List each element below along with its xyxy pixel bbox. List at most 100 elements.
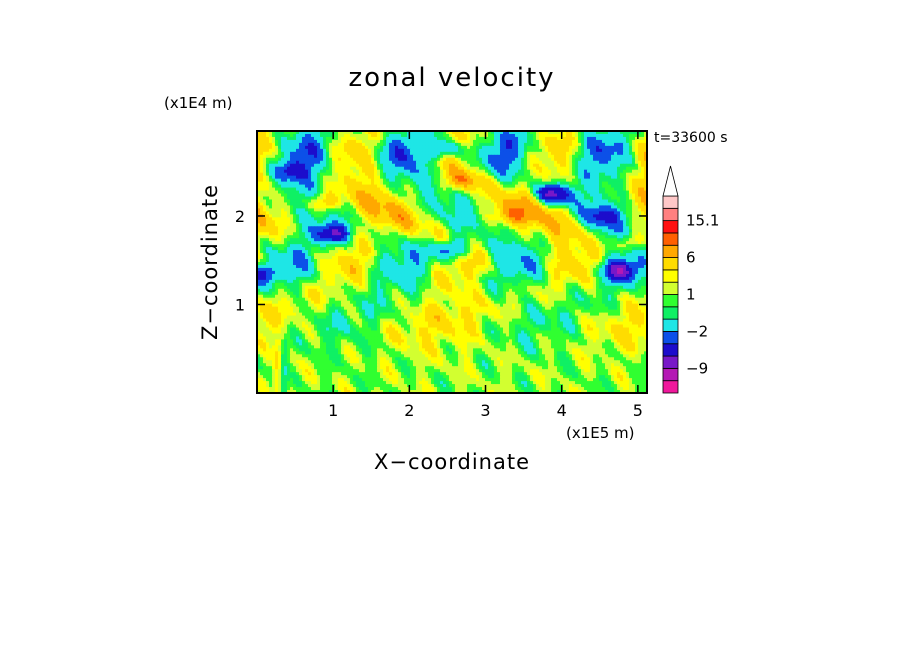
- field-cell: [506, 205, 510, 209]
- field-cell: [509, 190, 513, 194]
- field-cell: [563, 148, 567, 153]
- field-cell: [629, 154, 633, 159]
- field-cell: [548, 217, 552, 221]
- field-cell: [353, 205, 357, 209]
- field-cell: [641, 220, 645, 224]
- field-cell: [578, 139, 582, 144]
- field-cell: [344, 211, 348, 215]
- field-cell: [479, 238, 483, 242]
- field-cell: [404, 181, 408, 185]
- field-cell: [392, 223, 396, 227]
- field-cell: [560, 208, 564, 212]
- field-cell: [437, 235, 441, 239]
- field-cell: [488, 190, 492, 194]
- field-cell: [551, 235, 555, 239]
- field-cell: [314, 220, 318, 224]
- field-cell: [464, 241, 468, 245]
- field-cell: [377, 187, 381, 191]
- field-cell: [536, 205, 540, 209]
- field-cell: [482, 220, 486, 224]
- field-cell: [479, 220, 483, 224]
- field-cell: [446, 193, 450, 197]
- field-cell: [590, 238, 594, 242]
- field-cell: [551, 241, 555, 245]
- field-cell: [374, 241, 378, 245]
- field-cell: [509, 172, 513, 177]
- field-cell: [458, 136, 462, 141]
- field-cell: [581, 220, 585, 224]
- field-cell: [338, 229, 342, 233]
- field-cell: [458, 181, 462, 185]
- field-cell: [287, 157, 291, 162]
- field-cell: [404, 142, 408, 147]
- field-cell: [386, 136, 390, 141]
- field-cell: [434, 131, 438, 135]
- field-cell: [332, 154, 336, 159]
- field-cell: [539, 184, 543, 188]
- field-cell: [338, 166, 342, 171]
- field-cell: [587, 151, 591, 156]
- field-cell: [491, 187, 495, 191]
- field-cell: [545, 220, 549, 224]
- field-cell: [335, 199, 339, 203]
- field-cell: [320, 184, 324, 188]
- field-cell: [338, 205, 342, 209]
- field-cell: [614, 205, 618, 209]
- field-cell: [431, 187, 435, 191]
- field-cell: [500, 223, 504, 227]
- field-cell: [476, 136, 480, 141]
- field-cell: [476, 217, 480, 221]
- field-cell: [275, 244, 279, 248]
- field-cell: [272, 175, 276, 180]
- field-cell: [572, 139, 576, 144]
- field-cell: [398, 202, 402, 206]
- field-cell: [458, 154, 462, 159]
- field-cell: [293, 151, 297, 156]
- field-cell: [524, 131, 528, 135]
- field-cell: [347, 175, 351, 180]
- field-cell: [392, 217, 396, 221]
- field-cell: [407, 199, 411, 203]
- field-cell: [611, 241, 615, 245]
- field-cell: [551, 142, 555, 147]
- field-cell: [365, 193, 369, 197]
- field-cell: [377, 166, 381, 171]
- field-cell: [470, 220, 474, 224]
- field-cell: [539, 169, 543, 174]
- field-cell: [521, 142, 525, 147]
- field-cell: [512, 193, 516, 197]
- field-cell: [470, 157, 474, 162]
- field-cell: [383, 244, 387, 248]
- field-cell: [491, 190, 495, 194]
- field-cell: [545, 169, 549, 174]
- field-cell: [404, 226, 408, 230]
- field-cell: [287, 142, 291, 147]
- field-cell: [587, 187, 591, 191]
- field-cell: [434, 169, 438, 174]
- field-cell: [344, 235, 348, 239]
- field-cell: [287, 163, 291, 168]
- field-cell: [422, 190, 426, 194]
- field-cell: [386, 199, 390, 203]
- field-cell: [416, 244, 420, 248]
- field-cell: [398, 139, 402, 144]
- field-cell: [413, 205, 417, 209]
- field-cell: [554, 235, 558, 239]
- field-cell: [512, 163, 516, 168]
- field-cell: [527, 169, 531, 174]
- field-cell: [374, 187, 378, 191]
- field-cell: [455, 238, 459, 242]
- field-cell: [353, 241, 357, 245]
- field-cell: [302, 229, 306, 233]
- field-cell: [260, 229, 264, 233]
- field-cell: [542, 145, 546, 150]
- field-cell: [434, 178, 438, 183]
- field-cell: [344, 223, 348, 227]
- field-cell: [545, 160, 549, 165]
- field-cell: [284, 190, 288, 194]
- field-cell: [521, 160, 525, 165]
- field-cell: [554, 136, 558, 141]
- field-cell: [572, 196, 576, 200]
- field-cell: [266, 157, 270, 162]
- field-cell: [434, 136, 438, 141]
